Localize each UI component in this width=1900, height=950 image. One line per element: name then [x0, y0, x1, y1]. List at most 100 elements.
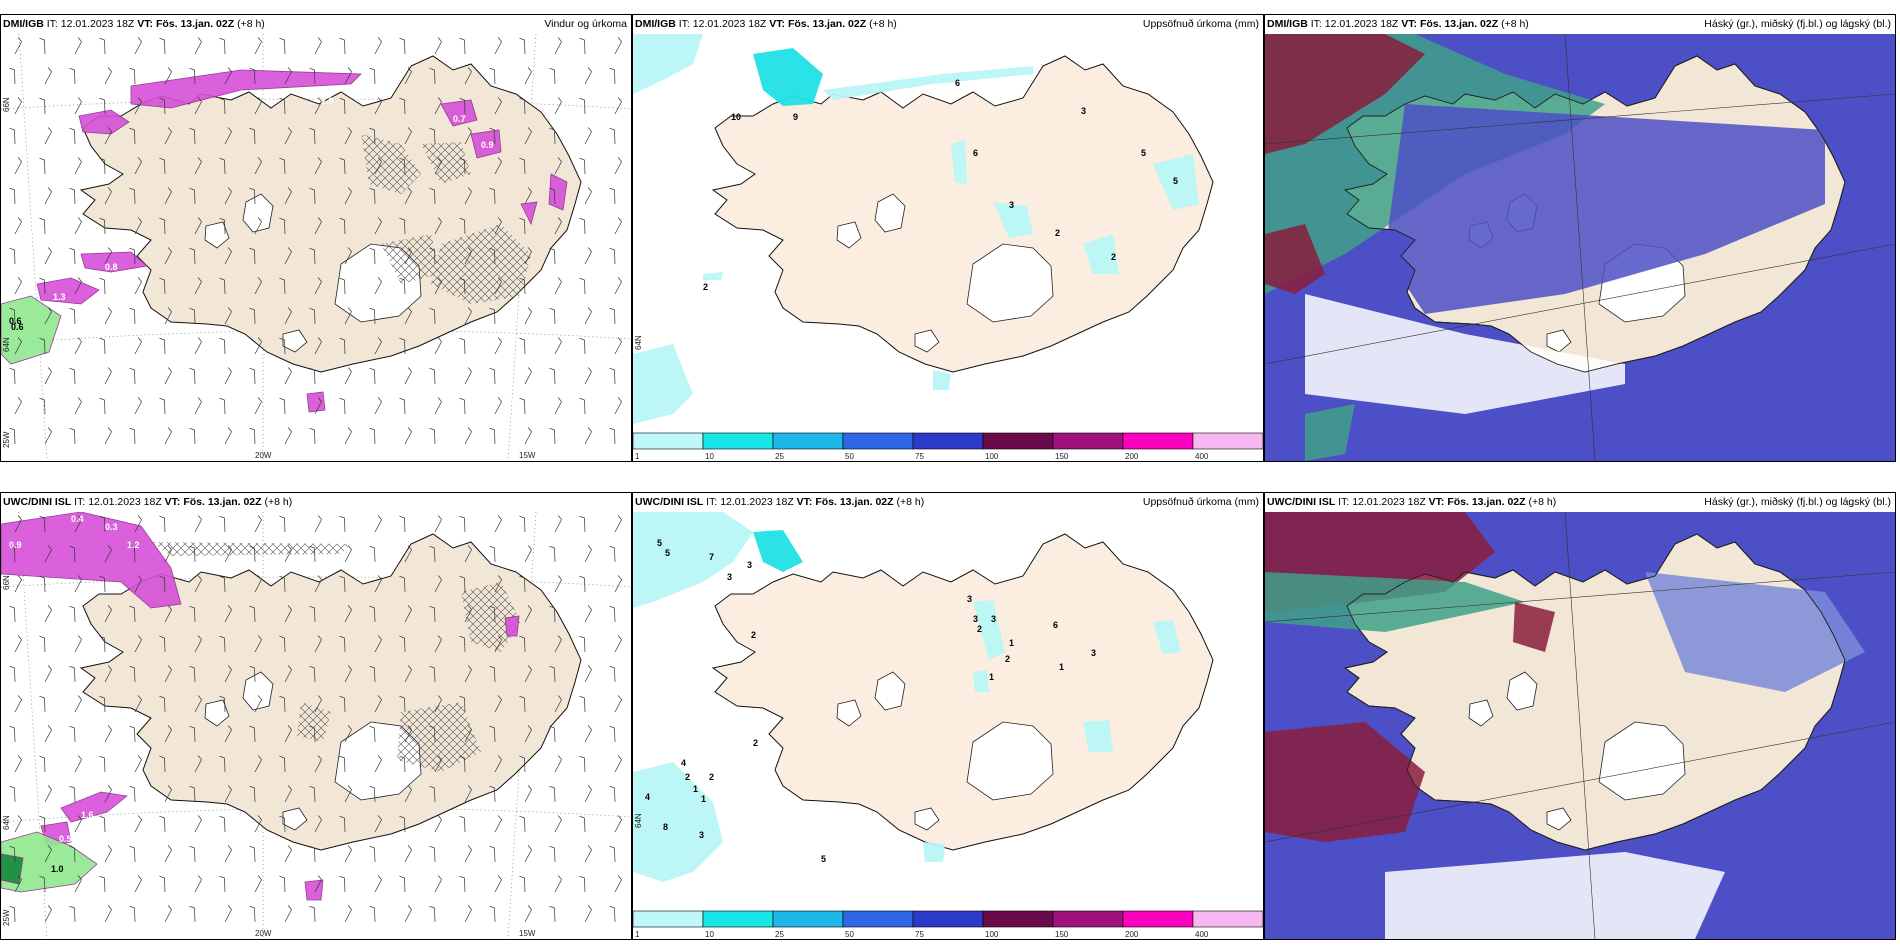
barb-feather — [437, 157, 442, 162]
barb-feather — [47, 307, 52, 312]
map-area: 5573323332163211244221183566N64N — [633, 512, 1263, 939]
barb-feather — [339, 217, 345, 221]
wind-barb — [609, 725, 616, 743]
wind-barb — [554, 337, 562, 355]
barb-feather — [459, 515, 465, 519]
barb-feather — [369, 67, 375, 71]
barb-feather — [129, 845, 135, 849]
wind-barb — [434, 815, 442, 833]
barb-feather — [347, 187, 352, 192]
barb-feather — [587, 605, 592, 610]
wind-barb — [254, 157, 262, 175]
wind-barb — [579, 515, 586, 533]
wind-barb — [99, 815, 106, 833]
barb-feather — [317, 575, 322, 580]
barb-staff — [44, 371, 52, 385]
barb-feather — [309, 845, 315, 849]
barb-staff — [374, 579, 382, 593]
wind-barb — [44, 187, 52, 205]
precip-area — [504, 615, 520, 637]
wind-barb — [9, 127, 16, 145]
barb-staff — [584, 191, 592, 205]
wind-barb — [254, 635, 262, 653]
wind-barb — [314, 575, 322, 593]
wind-barb — [219, 217, 226, 235]
barb-feather — [347, 905, 352, 910]
wind-barb — [554, 217, 562, 235]
barb-feather — [437, 875, 442, 880]
wind-barb — [189, 725, 196, 743]
wind-barb — [254, 277, 262, 295]
wind-barb — [584, 905, 592, 923]
wind-barb — [224, 545, 232, 563]
colorbar-tick-label: 10 — [705, 930, 714, 939]
barb-staff — [314, 41, 322, 55]
barb-staff — [44, 131, 52, 145]
wind-barb — [579, 337, 586, 355]
map-layer: 0.60.40.52.90.70.90.81.30.6 — [1, 34, 631, 461]
barb-staff — [254, 699, 262, 713]
barb-feather — [137, 157, 142, 162]
barb-staff — [44, 909, 52, 923]
barb-feather — [609, 725, 615, 729]
wind-barb — [614, 217, 622, 235]
barb-staff — [494, 759, 502, 773]
wind-barb — [549, 605, 556, 623]
barb-feather — [609, 785, 615, 789]
barb-staff — [74, 401, 82, 415]
source-label: DMI/IGB — [3, 18, 44, 30]
barb-feather — [339, 875, 345, 879]
barb-feather — [369, 545, 375, 549]
barb-feather — [399, 575, 405, 579]
accum-value-label: 8 — [663, 822, 668, 832]
barb-feather — [47, 605, 52, 610]
barb-staff — [254, 579, 262, 593]
wind-barb — [524, 845, 532, 863]
wind-barb — [159, 97, 166, 115]
wind-barb — [39, 157, 46, 175]
barb-staff — [344, 789, 352, 803]
barb-feather — [459, 37, 465, 41]
barb-staff — [374, 699, 382, 713]
wind-barb — [344, 905, 352, 923]
barb-feather — [309, 127, 315, 131]
barb-feather — [189, 905, 195, 909]
barb-feather — [129, 187, 135, 191]
wind-barb — [554, 815, 562, 833]
wind-barb — [44, 67, 52, 85]
precip-value-label: 0.5 — [59, 834, 72, 844]
wind-barb — [339, 397, 346, 415]
barb-feather — [167, 67, 172, 72]
colorbar-swatch — [842, 432, 914, 450]
barb-feather — [519, 695, 525, 699]
it-value: 12.01.2023 18Z — [1352, 496, 1426, 508]
barb-feather — [579, 217, 585, 221]
panel-header: UWC/DINI ISL IT: 12.01.2023 18Z VT: Fös.… — [1265, 493, 1895, 512]
hatched-area — [361, 134, 421, 194]
colorbar-swatch — [1052, 910, 1124, 928]
barb-staff — [374, 879, 382, 893]
it-label: IT: — [1338, 496, 1350, 508]
barb-staff — [554, 281, 562, 295]
barb-feather — [227, 427, 232, 432]
wind-barb — [399, 157, 406, 175]
barb-feather — [437, 635, 442, 640]
wind-barb — [369, 545, 376, 563]
barb-staff — [314, 819, 322, 833]
wind-barb — [579, 575, 586, 593]
it-value: 12.01.2023 18Z — [1324, 18, 1399, 30]
barb-feather — [257, 515, 262, 520]
barb-staff — [614, 281, 622, 295]
wind-barb — [459, 815, 466, 833]
barb-feather — [407, 905, 412, 910]
barb-feather — [167, 605, 172, 610]
wind-barb — [494, 277, 502, 295]
accum-value-label: 4 — [681, 758, 686, 768]
barb-feather — [399, 97, 405, 101]
barb-staff — [614, 639, 622, 653]
wind-barb — [459, 157, 466, 175]
wind-barb — [159, 815, 166, 833]
barb-feather — [279, 875, 285, 879]
barb-staff — [104, 549, 112, 563]
barb-staff — [434, 819, 442, 833]
